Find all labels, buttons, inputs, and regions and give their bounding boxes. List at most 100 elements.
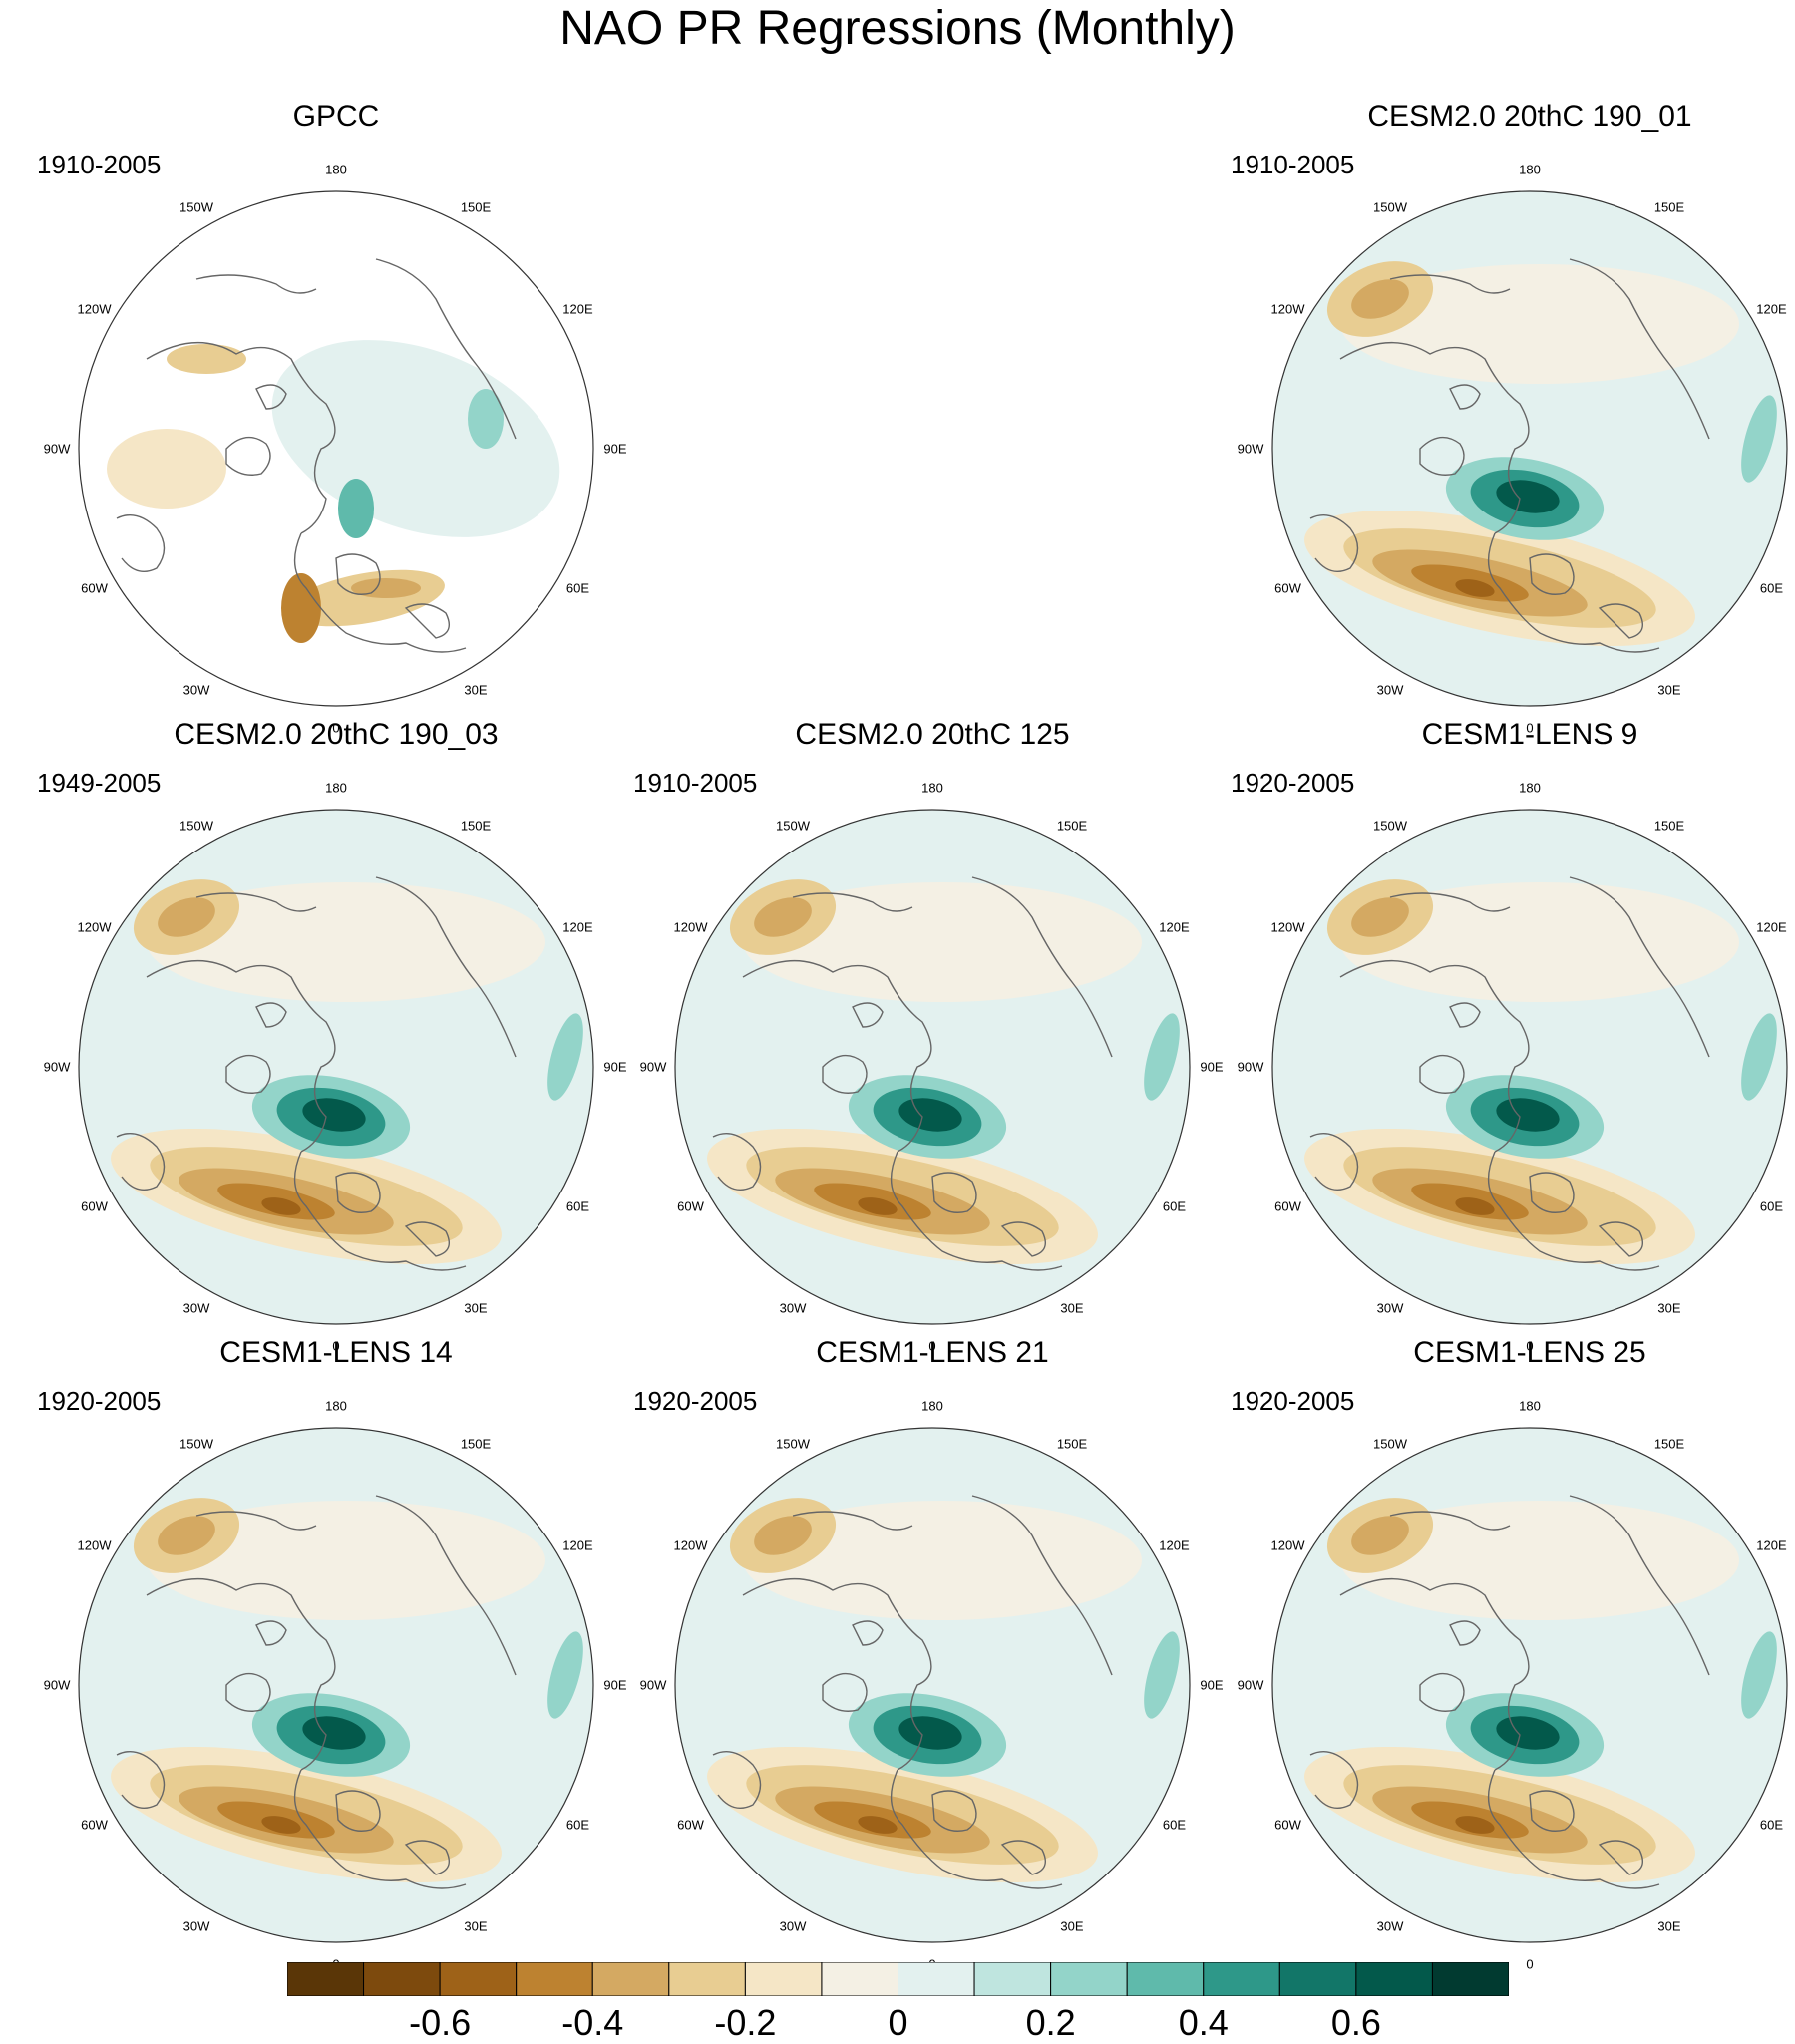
coastline bbox=[1339, 1577, 1530, 1771]
coastline bbox=[1569, 1495, 1710, 1676]
coastline bbox=[404, 1221, 450, 1257]
longitude-label: 120E bbox=[1756, 1537, 1787, 1553]
panel-years: 1910-2005 bbox=[633, 768, 758, 798]
coastline bbox=[293, 532, 467, 653]
anomaly-east bbox=[1144, 1631, 1180, 1719]
coastline bbox=[116, 514, 166, 572]
coastline bbox=[852, 1002, 884, 1028]
longitude-label: 150E bbox=[1056, 1436, 1088, 1451]
coastline bbox=[1000, 1221, 1046, 1257]
longitude-label: 60E bbox=[1759, 580, 1784, 596]
colorbar-tick-label: -0.4 bbox=[561, 2002, 624, 2043]
longitude-label: 30E bbox=[1657, 1918, 1681, 1934]
longitude-label: 180 bbox=[921, 1398, 943, 1414]
coastline bbox=[404, 1840, 450, 1875]
polar-map bbox=[1271, 1427, 1788, 1943]
anomaly-core bbox=[858, 1816, 898, 1834]
coastline bbox=[890, 1769, 1063, 1889]
longitude-label: 150E bbox=[460, 199, 492, 214]
longitude-label: 180 bbox=[325, 1398, 347, 1414]
anomaly-core bbox=[261, 1816, 301, 1834]
longitude-label: 90W bbox=[43, 1059, 71, 1075]
panel-years: 1910-2005 bbox=[1231, 150, 1355, 179]
colorbar-tick-label: 0.6 bbox=[1330, 2002, 1381, 2043]
coastline bbox=[1000, 1840, 1046, 1875]
colorbar-segment bbox=[668, 1962, 746, 1996]
longitude-label: 30W bbox=[779, 1918, 807, 1934]
land-anomaly bbox=[468, 389, 504, 449]
anomaly-core bbox=[261, 1197, 301, 1215]
coastline bbox=[1419, 436, 1465, 476]
coastline bbox=[404, 603, 450, 639]
panel-years: 1920-2005 bbox=[633, 1386, 758, 1416]
longitude-label: 30E bbox=[464, 1300, 488, 1316]
anomaly-core bbox=[1455, 1197, 1495, 1215]
longitude-label: 60E bbox=[1162, 1817, 1187, 1833]
longitude-label: 120W bbox=[673, 1537, 708, 1553]
longitude-label: 90E bbox=[1200, 1677, 1224, 1693]
coastline bbox=[375, 876, 517, 1058]
map-panel-cesm2-190-03: CESM2.0 20thC 190_03 1949-2005 180 150E 120E… bbox=[37, 718, 627, 1354]
anomaly-core bbox=[1455, 1816, 1495, 1834]
anomaly-east bbox=[1741, 1631, 1777, 1719]
anomaly-band bbox=[1340, 1501, 1739, 1620]
longitude-label: 90W bbox=[639, 1059, 667, 1075]
map-field bbox=[1272, 191, 1787, 706]
polar-map bbox=[78, 190, 594, 707]
coastline bbox=[1569, 876, 1710, 1058]
coastline bbox=[1598, 1221, 1643, 1257]
longitude-label: 0 bbox=[332, 720, 340, 736]
longitude-label: 150E bbox=[1653, 1436, 1685, 1451]
longitude-label: 30W bbox=[1376, 1300, 1404, 1316]
coastline bbox=[146, 341, 336, 534]
colorbar-segment bbox=[1126, 1962, 1205, 1996]
longitude-label: 0 bbox=[332, 1338, 340, 1354]
colorbar-segment bbox=[1278, 1962, 1357, 1996]
longitude-label: 30E bbox=[1060, 1918, 1084, 1934]
coastline bbox=[1598, 603, 1643, 639]
anomaly-north-pacific bbox=[1351, 1516, 1409, 1555]
map-field bbox=[79, 191, 593, 706]
longitude-label: 90W bbox=[1237, 1677, 1264, 1693]
colorbar-segment bbox=[1203, 1962, 1280, 1996]
coastline bbox=[335, 553, 381, 595]
coastline bbox=[1389, 892, 1511, 912]
longitude-label: 30E bbox=[464, 682, 488, 698]
longitude-label: 60W bbox=[677, 1198, 704, 1214]
longitude-label: 30W bbox=[1376, 1918, 1404, 1934]
colorbar-tick-label: 0.2 bbox=[1025, 2002, 1076, 2043]
coastline bbox=[375, 1495, 517, 1676]
map-panel-gpcc: GPCC 1910-2005 180 150E 120E 90E 60E 30E 0 30W 60W… bbox=[37, 100, 627, 736]
coastline bbox=[116, 1751, 166, 1809]
longitude-label: 120W bbox=[673, 919, 708, 935]
longitude-label: 60W bbox=[1274, 1817, 1301, 1833]
longitude-label: 30W bbox=[1376, 682, 1404, 698]
anomaly-north-pacific bbox=[158, 897, 215, 937]
polar-map bbox=[1271, 809, 1788, 1325]
longitude-label: 60E bbox=[565, 1817, 590, 1833]
colorbar-tick-label: 0 bbox=[888, 2002, 908, 2043]
panel-years: 1920-2005 bbox=[37, 1386, 162, 1416]
polar-map bbox=[674, 809, 1191, 1325]
panel-title: CESM1-LENS 14 bbox=[219, 1336, 453, 1369]
polar-map bbox=[78, 809, 594, 1325]
coastline bbox=[852, 1620, 884, 1646]
longitude-label: 150W bbox=[180, 818, 213, 833]
longitude-label: 60W bbox=[677, 1817, 704, 1833]
map-boundary bbox=[674, 1427, 1191, 1943]
anomaly-band bbox=[743, 1501, 1142, 1620]
colorbar-tick-label: -0.6 bbox=[409, 2002, 472, 2043]
longitude-label: 0 bbox=[1526, 720, 1534, 736]
coastline bbox=[195, 1511, 317, 1531]
longitude-label: 150W bbox=[180, 1436, 213, 1451]
map-field bbox=[675, 810, 1190, 1324]
longitude-label: 120E bbox=[562, 919, 593, 935]
panel-title: GPCC bbox=[292, 100, 380, 133]
coastline bbox=[1529, 1790, 1575, 1832]
anomaly-north-pacific bbox=[158, 1516, 215, 1555]
longitude-label: 60E bbox=[1759, 1817, 1784, 1833]
polar-map bbox=[674, 1427, 1191, 1943]
coastline bbox=[1487, 1151, 1660, 1271]
coastline bbox=[293, 1769, 467, 1889]
colorbar-segment bbox=[821, 1962, 898, 1996]
